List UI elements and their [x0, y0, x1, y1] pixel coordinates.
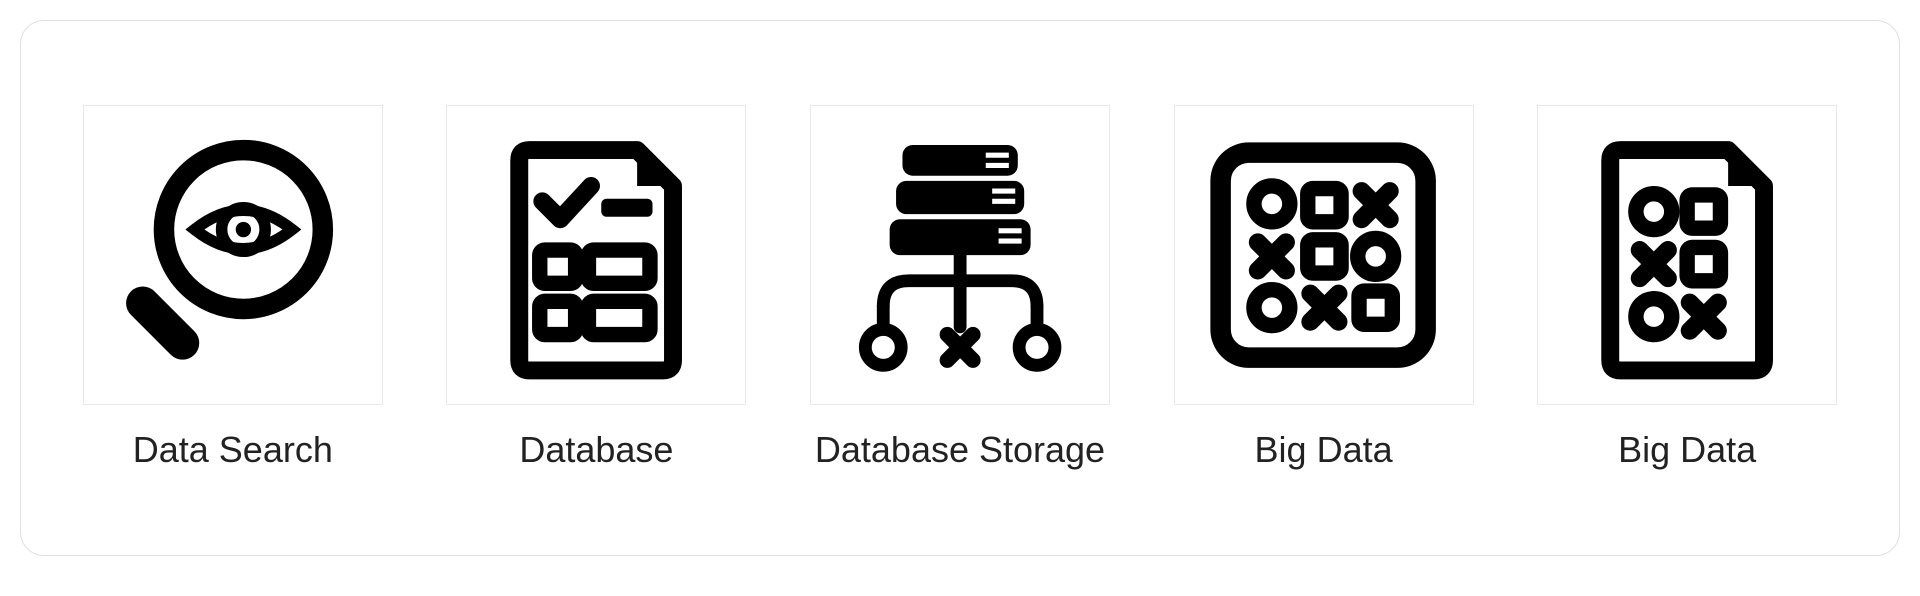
icon-box	[83, 105, 383, 405]
icon-box	[1174, 105, 1474, 405]
database-icon	[468, 127, 724, 383]
icon-card-database: Database	[446, 105, 746, 471]
icon-card-data-search: Data Search	[83, 105, 383, 471]
database-storage-icon	[832, 127, 1088, 383]
icon-box	[446, 105, 746, 405]
icon-label: Big Data	[1618, 429, 1756, 471]
icon-label: Database Storage	[815, 429, 1105, 471]
big-data-doc-icon	[1559, 127, 1815, 383]
icon-card-database-storage: Database Storage	[810, 105, 1110, 471]
icon-card-big-data-grid: Big Data	[1174, 105, 1474, 471]
icon-label: Big Data	[1255, 429, 1393, 471]
icon-box	[810, 105, 1110, 405]
big-data-grid-icon	[1195, 127, 1451, 383]
icon-label: Database	[519, 429, 673, 471]
data-search-icon	[105, 127, 361, 383]
icon-card-big-data-doc: Big Data	[1537, 105, 1837, 471]
icon-box	[1537, 105, 1837, 405]
icon-row-container: Data Search	[20, 20, 1900, 556]
icon-label: Data Search	[133, 429, 333, 471]
